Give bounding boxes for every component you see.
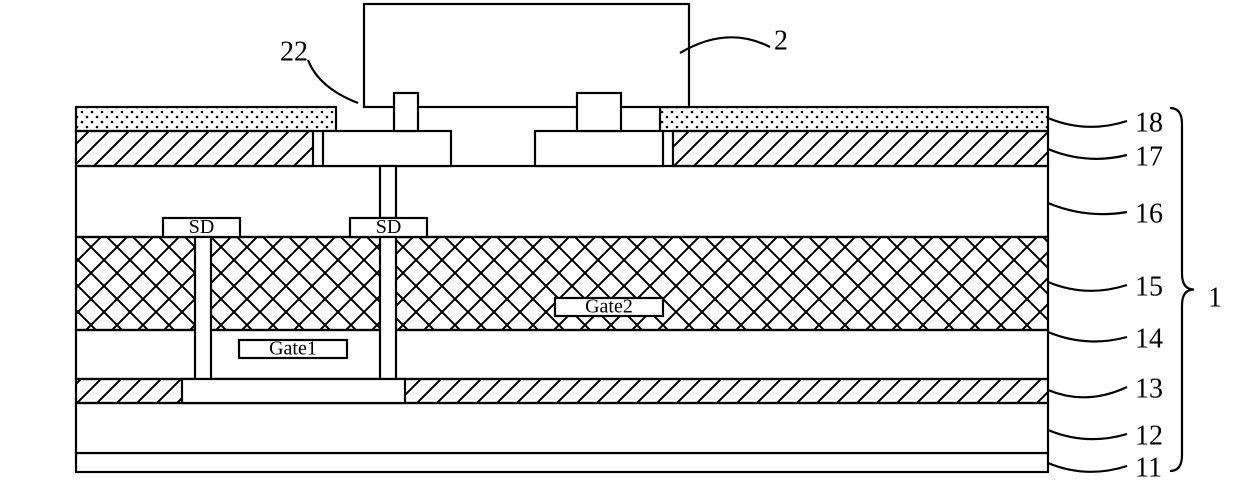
label-22: 22 — [280, 36, 308, 67]
layer-11 — [76, 453, 1048, 472]
layer-label-13: 13 — [1135, 373, 1163, 404]
layer-17-left — [76, 131, 313, 166]
leader-2 — [680, 37, 770, 53]
sd-via-right — [380, 237, 396, 379]
leader-17 — [1048, 149, 1127, 159]
sd-via-left — [195, 237, 211, 379]
layer-18-left — [76, 107, 336, 131]
layer-label-11: 11 — [1135, 452, 1162, 483]
gate1-label: Gate1 — [269, 338, 317, 360]
via-pad-to-sd — [380, 166, 396, 218]
sd-label-left: SD — [189, 216, 215, 238]
layer-label-12: 12 — [1135, 420, 1163, 451]
leader-22 — [308, 60, 358, 103]
layer-12 — [76, 403, 1048, 453]
leader-15 — [1048, 282, 1127, 291]
pad-right-17 — [535, 131, 663, 166]
leader-11 — [1048, 463, 1127, 472]
layer-17-right — [673, 131, 1048, 166]
leader-16 — [1048, 203, 1127, 214]
layer-18-right — [660, 107, 1048, 131]
gate2-label: Gate2 — [585, 296, 633, 318]
leader-13 — [1048, 387, 1127, 397]
layer-14 — [76, 330, 1048, 379]
layer-label-15: 15 — [1135, 271, 1163, 302]
label-2: 2 — [774, 25, 788, 56]
layer-label-17: 17 — [1135, 141, 1163, 172]
leader-14 — [1048, 332, 1127, 341]
layer-label-18: 18 — [1135, 107, 1163, 138]
top-block — [364, 4, 689, 107]
pad-left-17 — [323, 131, 451, 166]
post1 — [394, 93, 418, 131]
post2 — [577, 93, 621, 131]
bottom-pad — [182, 379, 405, 403]
leader-12 — [1048, 430, 1127, 439]
sd-label-right: SD — [376, 216, 402, 238]
brace-1 — [1170, 108, 1194, 471]
leader-18 — [1048, 118, 1127, 127]
layer-label-16: 16 — [1135, 198, 1163, 229]
layer-label-14: 14 — [1135, 323, 1163, 354]
brace-label-1: 1 — [1208, 282, 1222, 313]
